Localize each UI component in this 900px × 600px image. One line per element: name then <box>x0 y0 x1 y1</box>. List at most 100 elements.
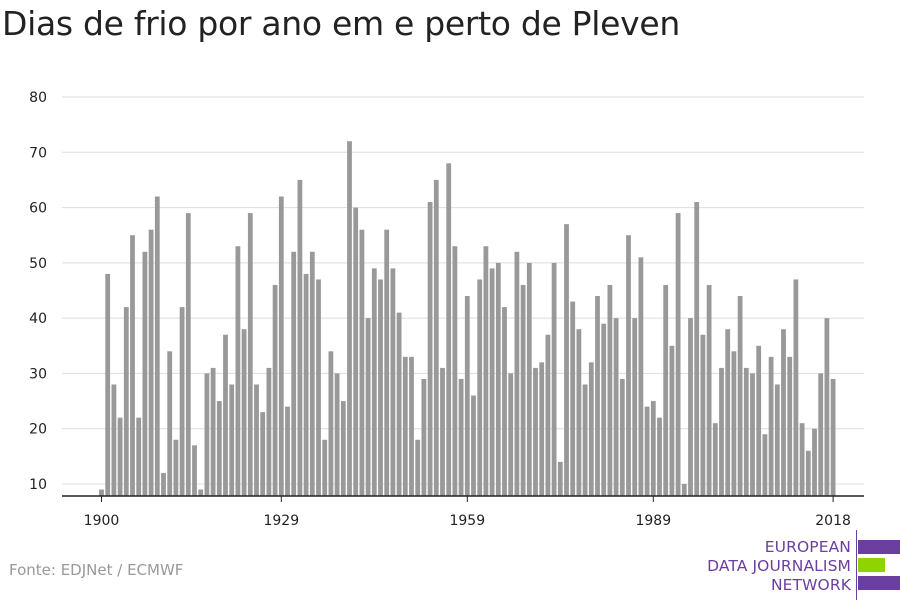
bar-1982 <box>607 284 613 496</box>
bars <box>99 141 836 497</box>
bar-1923 <box>241 329 247 496</box>
y-tick-label: 20 <box>29 422 47 438</box>
bar-1919 <box>216 401 222 496</box>
bar-1937 <box>328 351 334 496</box>
bar-2016 <box>818 373 824 496</box>
bar-1968 <box>520 284 526 496</box>
y-tick-label: 30 <box>29 366 47 382</box>
x-tick-label: 1900 <box>84 513 120 529</box>
bar-1929 <box>278 196 284 496</box>
bar-1989 <box>650 401 656 496</box>
logo-bar-green <box>858 558 885 572</box>
bar-1981 <box>601 323 607 496</box>
bar-2013 <box>799 423 805 496</box>
bar-1944 <box>371 268 377 496</box>
bar-1980 <box>595 296 600 496</box>
chart-title: Dias de frio por ano em e perto de Pleve… <box>2 4 680 43</box>
bar-1975 <box>564 224 569 496</box>
bar-1911 <box>167 351 173 496</box>
bar-chart: 10 20 30 40 50 60 70 80 1900 1929 1959 1989 2018 <box>29 90 864 529</box>
x-tick-label: 1989 <box>635 513 671 529</box>
x-axis-ticks: 1900 1929 1959 1989 2018 <box>84 496 851 529</box>
bar-1947 <box>390 268 396 496</box>
bar-2006 <box>756 345 762 496</box>
edjnet-logo: EUROPEAN DATA JOURNALISM NETWORK <box>700 530 900 600</box>
bar-1986 <box>632 318 638 496</box>
bar-1992 <box>669 345 675 496</box>
bar-2018 <box>830 378 836 496</box>
bar-1904 <box>123 307 129 496</box>
logo-separator <box>856 530 857 600</box>
bar-1965 <box>502 307 507 496</box>
bar-1930 <box>285 406 290 496</box>
bar-1940 <box>347 141 352 496</box>
bar-1902 <box>111 384 117 496</box>
bar-1900 <box>99 489 104 496</box>
bar-1948 <box>396 312 402 496</box>
bar-1915 <box>192 445 197 496</box>
bar-1974 <box>557 461 563 496</box>
bar-2000 <box>719 367 724 496</box>
y-tick-label: 40 <box>29 311 47 327</box>
bar-1979 <box>588 362 594 496</box>
bar-1983 <box>613 318 619 496</box>
bar-1942 <box>359 229 365 496</box>
bar-1914 <box>185 213 191 496</box>
bar-1910 <box>161 472 166 496</box>
bar-1957 <box>452 246 458 496</box>
bar-2001 <box>725 329 731 496</box>
y-axis-ticks: 10 20 30 40 50 60 70 80 <box>29 90 47 493</box>
bar-1949 <box>402 356 408 496</box>
x-tick-label: 2018 <box>815 513 851 529</box>
bar-1963 <box>489 268 495 496</box>
bar-1903 <box>117 417 123 496</box>
bar-2011 <box>787 356 793 496</box>
bar-1977 <box>576 329 582 496</box>
y-tick-label: 70 <box>29 145 47 161</box>
bar-1934 <box>309 251 315 496</box>
bar-1962 <box>483 246 489 496</box>
bar-1938 <box>334 373 340 496</box>
bar-1908 <box>148 229 154 496</box>
bar-1967 <box>514 251 520 496</box>
bar-1925 <box>254 384 259 496</box>
bar-2005 <box>750 373 755 496</box>
bar-1997 <box>700 334 706 496</box>
x-tick-label: 1929 <box>263 513 299 529</box>
bar-1935 <box>316 279 321 496</box>
bar-1907 <box>142 251 148 496</box>
bar-1960 <box>471 395 476 496</box>
bar-1976 <box>570 301 576 496</box>
bar-1918 <box>210 367 216 496</box>
bar-2008 <box>768 356 774 496</box>
y-tick-label: 10 <box>29 477 47 493</box>
logo-line-data-journalism: DATA JOURNALISM <box>707 557 851 575</box>
bar-1924 <box>247 213 253 496</box>
bar-1909 <box>154 196 160 496</box>
bar-1990 <box>657 417 662 496</box>
bar-1926 <box>260 412 266 496</box>
bar-2002 <box>731 351 737 496</box>
bar-1943 <box>365 318 371 496</box>
bar-2010 <box>781 329 786 496</box>
bar-1912 <box>173 439 179 496</box>
bar-2015 <box>812 428 817 496</box>
bar-1954 <box>433 179 439 496</box>
bar-1978 <box>582 384 588 496</box>
bar-1961 <box>477 279 483 496</box>
bar-1931 <box>291 251 297 496</box>
bar-1932 <box>297 179 303 496</box>
bar-1901 <box>105 273 111 496</box>
bar-1959 <box>464 296 470 496</box>
bar-1995 <box>688 318 693 496</box>
bar-1920 <box>223 334 228 496</box>
bar-2003 <box>737 296 743 496</box>
bar-1993 <box>675 213 681 496</box>
bar-2007 <box>762 434 768 496</box>
logo-bar-purple-bottom <box>858 576 900 590</box>
bar-1950 <box>409 356 414 496</box>
logo-line-network: NETWORK <box>770 576 851 594</box>
bar-1933 <box>303 273 309 496</box>
bar-1971 <box>539 362 545 496</box>
bar-1952 <box>421 378 427 496</box>
